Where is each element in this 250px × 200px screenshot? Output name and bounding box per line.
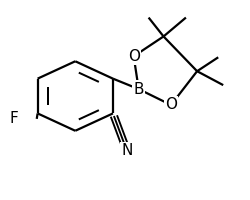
Text: O: O: [128, 49, 140, 64]
Text: N: N: [121, 143, 132, 158]
Text: O: O: [165, 97, 177, 112]
Text: F: F: [10, 111, 19, 126]
Text: B: B: [134, 82, 144, 97]
